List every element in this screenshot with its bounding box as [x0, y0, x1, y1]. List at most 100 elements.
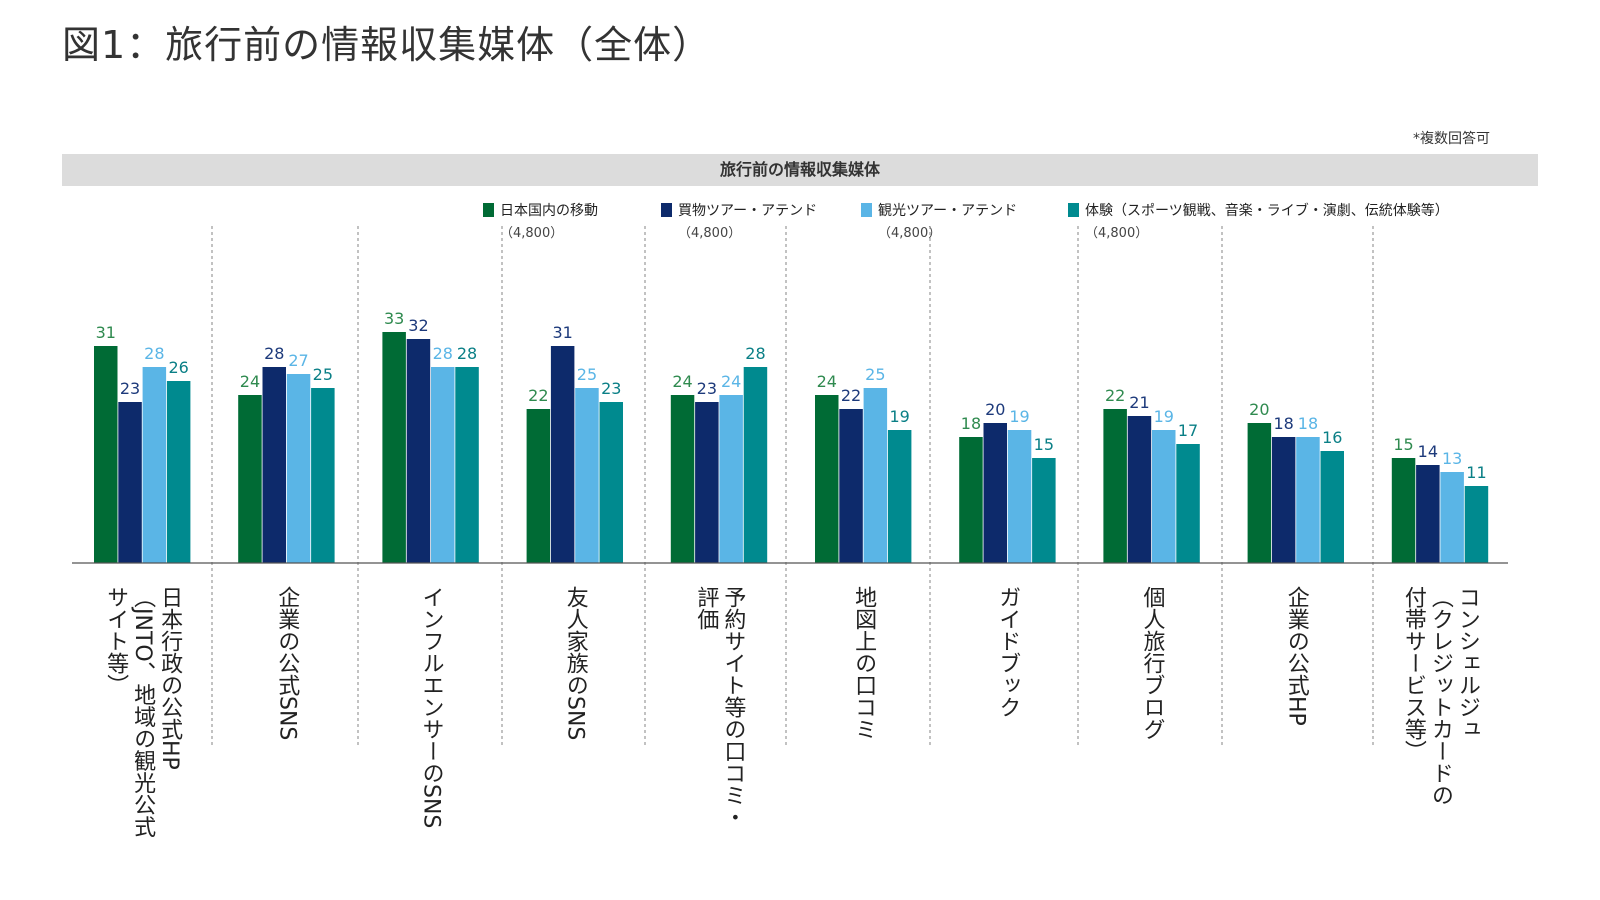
data-label: 31 [552, 323, 572, 342]
data-label: 27 [288, 351, 308, 370]
multiple-answer-note: *複数回答可 [1413, 131, 1490, 147]
data-label: 24 [817, 372, 837, 391]
bar [1271, 437, 1296, 563]
data-label: 23 [697, 379, 717, 398]
bar [526, 409, 551, 563]
bar [1416, 465, 1440, 563]
data-label: 31 [96, 323, 116, 342]
x-tick-label: ガイドブック [995, 586, 1021, 718]
bar [550, 346, 575, 563]
bar [1152, 430, 1176, 563]
bar [262, 367, 286, 563]
data-label: 32 [408, 316, 428, 335]
data-label: 15 [1034, 435, 1054, 454]
bar [286, 374, 311, 563]
legend-n-domestic: （4,800） [500, 226, 564, 241]
legend-swatch-sightseeing [861, 203, 872, 217]
bar [887, 430, 912, 563]
bar [983, 423, 1007, 563]
data-label: 28 [457, 344, 477, 363]
bar [670, 395, 695, 563]
x-tick-label: コンシェルジュ （クレジットカードの 付帯サービス等） [1400, 586, 1480, 806]
bar [1007, 430, 1032, 563]
data-label: 20 [985, 400, 1005, 419]
x-tick-label: 企業の公式SNS [274, 586, 300, 741]
data-label: 23 [120, 379, 140, 398]
bar [1320, 451, 1344, 563]
data-label: 11 [1466, 463, 1486, 482]
x-tick-label: 地図上の口コミ [851, 586, 877, 740]
bar [166, 381, 191, 563]
data-label: 20 [1249, 400, 1269, 419]
bar [719, 395, 743, 563]
x-tick-label: 日本行政の公式HP （JNTO、地域の観光公式 サイト等） [103, 586, 183, 838]
data-label: 15 [1393, 435, 1413, 454]
legend-item-experience: 体験（スポーツ観戦、音楽・ライブ・演劇、伝統体験等） （4,800） [1068, 200, 1449, 241]
data-label: 28 [144, 344, 164, 363]
data-label: 19 [1009, 407, 1029, 426]
data-label: 25 [313, 365, 333, 384]
x-tick-label: 企業の公式HP [1283, 586, 1309, 726]
bar [863, 388, 888, 563]
bar [1440, 472, 1464, 563]
data-label: 19 [1154, 407, 1174, 426]
data-label: 24 [240, 372, 260, 391]
bar [839, 409, 863, 563]
bar [1032, 458, 1056, 563]
data-label: 16 [1322, 428, 1342, 447]
bar [599, 402, 623, 563]
data-label: 21 [1129, 393, 1149, 412]
data-label: 25 [577, 365, 597, 384]
data-label: 22 [841, 386, 861, 405]
legend-item-sightseeing: 観光ツアー・アテンド （4,800） [861, 200, 1017, 241]
data-label: 25 [865, 365, 885, 384]
bar [118, 402, 142, 563]
bar [1103, 409, 1127, 563]
data-label: 13 [1442, 449, 1462, 468]
bar [743, 367, 768, 563]
bar [94, 346, 118, 563]
legend-label-domestic: 日本国内の移動 [500, 203, 598, 219]
bar [1176, 444, 1200, 563]
bar [1464, 486, 1489, 563]
x-tick-label: インフルエンサーのSNS [418, 586, 444, 829]
bar [311, 388, 335, 563]
data-label: 24 [721, 372, 741, 391]
x-tick-label: 友人家族のSNS [562, 586, 588, 741]
legend-label-sightseeing: 観光ツアー・アテンド [878, 203, 1018, 219]
bar [455, 367, 479, 563]
bar [695, 402, 719, 563]
legend-n-sightseeing: （4,800） [878, 226, 942, 241]
legend-item-shopping: 買物ツアー・アテンド （4,800） [661, 200, 817, 241]
data-label: 18 [961, 414, 981, 433]
x-tick-label: 個人旅行ブログ [1139, 586, 1165, 740]
legend-label-shopping: 買物ツアー・アテンド [678, 203, 818, 219]
legend-label-experience: 体験（スポーツ観戦、音楽・ライブ・演劇、伝統体験等） [1085, 203, 1449, 219]
legend-n-experience: （4,800） [1085, 226, 1149, 241]
data-label: 22 [1105, 386, 1125, 405]
data-label: 26 [168, 358, 188, 377]
legend: 日本国内の移動 （4,800） 買物ツアー・アテンド （4,800） 観光ツアー… [483, 200, 1553, 241]
data-label: 22 [528, 386, 548, 405]
data-label: 18 [1273, 414, 1293, 433]
figure-title: 図1：旅行前の情報収集媒体（全体） [62, 23, 712, 67]
bar [1127, 416, 1152, 563]
bar [431, 367, 455, 563]
data-label: 28 [264, 344, 284, 363]
bar [959, 437, 983, 563]
bar [1391, 458, 1416, 563]
data-label: 28 [745, 344, 765, 363]
data-label: 28 [433, 344, 453, 363]
bar [382, 332, 406, 563]
bar [238, 395, 262, 563]
bar [575, 388, 599, 563]
x-tick-label: 予約サイト等の口コミ・ 評価 [693, 586, 746, 828]
legend-swatch-experience [1068, 203, 1079, 217]
bar [406, 339, 431, 563]
data-label: 24 [672, 372, 692, 391]
chart-banner-title: 旅行前の情報収集媒体 [62, 154, 1538, 186]
data-label: 17 [1178, 421, 1198, 440]
legend-item-domestic: 日本国内の移動 （4,800） [483, 200, 598, 241]
bar [815, 395, 839, 563]
